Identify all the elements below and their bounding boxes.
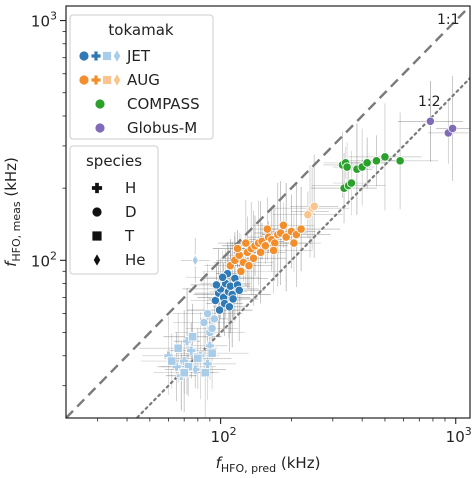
data-point-jet-d [218,272,228,282]
data-point-aug-d [260,241,270,251]
data-point-jet-t [200,368,210,378]
x-tick-label: 102 [211,425,237,446]
legend-marker-jet [78,50,90,62]
legend-marker-he [92,252,102,268]
data-point-jet-d [202,308,213,319]
reference-lines [66,6,470,418]
legend-marker-globus-m [94,122,106,134]
legend-marker-aug [90,74,102,86]
data-point-compass-d [362,158,372,168]
reference-label-1-1: 1:1 [437,12,460,28]
data-point-jet-d [199,317,209,328]
legend-marker-t [91,230,103,242]
axes: 102 103 102 103 fHFO, pred (kHz) fHFO, meas (… [2,5,472,475]
data-point-compass-d [380,152,390,162]
data-point-compass-d [371,156,382,166]
plot-frame [65,5,471,419]
data-point-aug-d [268,245,279,256]
x-tick-label: 103 [446,425,472,446]
data-point-aug-d [244,261,254,271]
y-axis-label: fHFO, meas (kHz) [2,157,23,267]
legend-label-jet: JET [126,47,151,65]
legend-label-species-he: He [125,251,146,269]
data-point-jet-t [173,343,183,353]
data-point-aug-d [232,243,243,254]
data-point-jet-t [167,356,177,366]
data-point-aug-d [281,232,291,242]
y-tick-label: 103 [31,10,57,31]
data-point-jet-t [187,332,198,342]
reference-line-1-1 [66,6,470,418]
legends: tokamak JET AUG COMPASS Globus-M species HDT He [69,14,214,275]
legend-marker-aug [102,75,112,85]
data-point-globus-m-d [448,123,458,133]
data-point-aug-d [278,220,289,230]
legend-marker-jet [112,48,122,64]
legend-marker-d [91,206,103,218]
data-point-jet-d [234,285,244,295]
legend-label-globus-m: Globus-M [127,119,197,137]
data-point-jet-h [186,345,197,356]
data-point-aug-d [236,266,246,276]
data-point-jet-t [179,368,189,378]
data-point-aug-d [241,238,251,248]
legend-label-species-h: H [125,179,136,197]
data-point-aug-d [303,210,313,220]
legend-marker-compass [94,98,106,110]
data-point-compass-d [342,162,352,172]
reference-line-1-2 [135,77,470,418]
legend-label-species-t: T [124,227,135,245]
data-point-jet-d [228,294,238,304]
data-point-jet-d [224,302,235,312]
data-point-jet-d [214,305,225,315]
data-point-compass-d [395,156,405,166]
legend-marker-aug [112,72,122,88]
data-point-aug-d [256,247,266,257]
data-point-aug-d [309,201,319,211]
legend-tokamak-title: tokamak [108,21,173,39]
legend-label-aug: AUG [127,71,160,89]
legend-label-species-d: D [125,203,137,221]
legend-label-compass: COMPASS [127,95,200,113]
legend-marker-aug [78,74,90,86]
data-point-jet-d [211,280,222,290]
data-point-aug-d [248,253,259,263]
legend-tokamak-box [69,14,214,140]
data-point-globus-m-d [425,116,435,126]
legend-species-title: species [86,152,142,170]
data-point-jet-d [207,323,217,334]
data-point-jet-d [209,314,219,324]
legend-marker-jet [90,50,102,62]
x-axis-label: fHFO, pred (kHz) [216,454,321,474]
data-point-jet-t [193,353,203,363]
data-point-aug-d [289,238,299,248]
data-points [163,116,458,381]
data-point-aug-he [191,254,199,267]
legend-marker-jet [102,51,112,61]
data-point-aug-d [262,224,272,234]
data-point-compass-d [346,178,357,188]
data-point-jet-t [207,348,217,358]
legend-marker-h [91,182,103,194]
reference-label-1-2: 1:2 [418,94,441,110]
data-point-aug-d [296,224,306,234]
legend-species-box [69,145,159,275]
y-tick-label: 102 [31,249,57,270]
